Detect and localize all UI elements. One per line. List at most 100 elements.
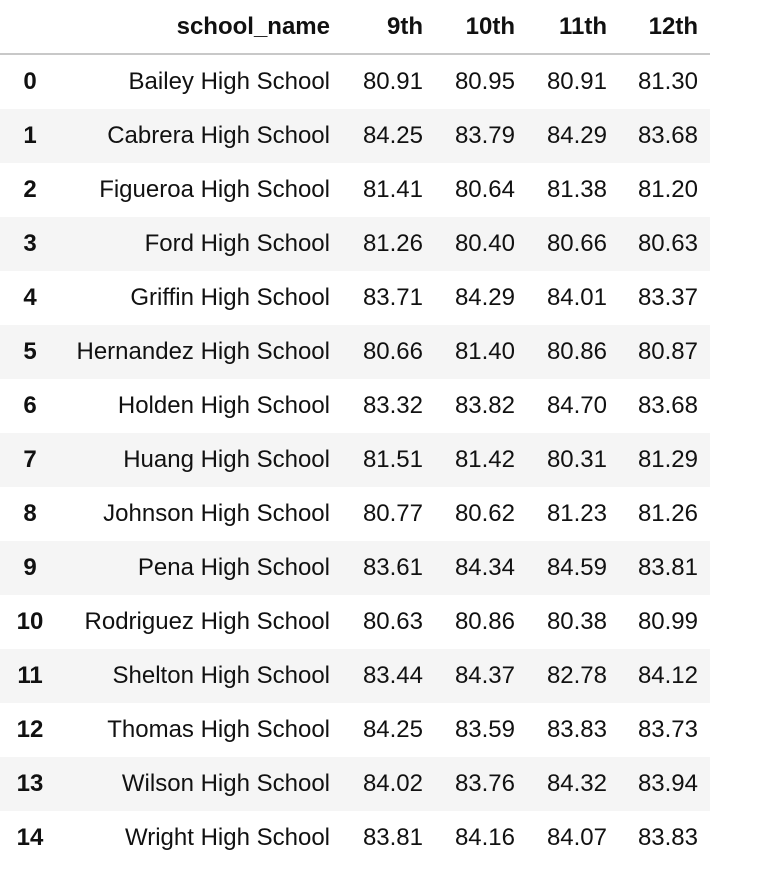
cell-9th: 83.71 (362, 284, 423, 311)
row-index: 2 (23, 176, 37, 203)
cell-11th: 81.23 (546, 500, 607, 527)
cell-11th: 80.91 (546, 68, 607, 95)
table-row: 4 Griffin High School 83.71 84.29 84.01 83.37 (0, 271, 710, 325)
table-row: 13 Wilson High School 84.02 83.76 84.32 83.94 (0, 757, 710, 811)
row-index: 9 (23, 554, 37, 581)
cell-11th: 84.07 (546, 824, 607, 851)
cell-10th: 80.40 (454, 230, 515, 257)
cell-10th: 83.59 (454, 716, 515, 743)
table-row: 10 Rodriguez High School 80.63 80.86 80.38 80… (0, 595, 710, 649)
row-index: 0 (23, 68, 37, 95)
header-index (0, 0, 60, 55)
cell-11th: 80.38 (546, 608, 607, 635)
cell-10th: 84.37 (454, 662, 515, 689)
cell-9th: 83.81 (362, 824, 423, 851)
cell-9th: 80.66 (362, 338, 423, 365)
cell-10th: 84.16 (454, 824, 515, 851)
cell-12th: 83.68 (637, 122, 698, 149)
cell-12th: 80.87 (637, 338, 698, 365)
row-index: 13 (16, 770, 44, 797)
cell-12th: 81.26 (637, 500, 698, 527)
table-row: 2 Figueroa High School 81.41 80.64 81.38 81.2… (0, 163, 710, 217)
cell-12th: 83.94 (637, 770, 698, 797)
cell-11th: 82.78 (546, 662, 607, 689)
table-row: 6 Holden High School 83.32 83.82 84.70 83.68 (0, 379, 710, 433)
row-index: 1 (23, 122, 37, 149)
cell-12th: 83.37 (637, 284, 698, 311)
table-row: 11 Shelton High School 83.44 84.37 82.78 84.1… (0, 649, 710, 703)
cell-9th: 83.44 (362, 662, 423, 689)
cell-school-name: Thomas High School (107, 716, 330, 743)
cell-12th: 80.63 (637, 230, 698, 257)
cell-school-name: Bailey High School (128, 68, 330, 95)
cell-10th: 80.86 (454, 608, 515, 635)
table-row: 7 Huang High School 81.51 81.42 80.31 81.29 (0, 433, 710, 487)
cell-11th: 80.66 (546, 230, 607, 257)
table-row: 8 Johnson High School 80.77 80.62 81.23 81.26 (0, 487, 710, 541)
cell-10th: 84.34 (454, 554, 515, 581)
cell-12th: 81.30 (637, 68, 698, 95)
header-10th: 10th (435, 0, 527, 55)
row-index: 6 (23, 392, 37, 419)
row-index: 7 (23, 446, 37, 473)
cell-9th: 81.26 (362, 230, 423, 257)
cell-11th: 84.29 (546, 122, 607, 149)
row-index: 5 (23, 338, 37, 365)
row-index: 11 (17, 662, 43, 689)
cell-school-name: Griffin High School (130, 284, 330, 311)
header-school-name: school_name (60, 0, 342, 55)
cell-12th: 83.68 (637, 392, 698, 419)
cell-12th: 84.12 (637, 662, 698, 689)
row-index: 3 (23, 230, 37, 257)
header-9th: 9th (342, 0, 435, 55)
table-row: 3 Ford High School 81.26 80.40 80.66 80.63 (0, 217, 710, 271)
cell-10th: 81.42 (454, 446, 515, 473)
table-row: 12 Thomas High School 84.25 83.59 83.83 83.73 (0, 703, 710, 757)
cell-school-name: Wright High School (125, 824, 330, 851)
cell-11th: 84.70 (546, 392, 607, 419)
table-header: school_name 9th 10th 11th 12th (0, 0, 710, 55)
row-index: 10 (16, 608, 44, 635)
cell-9th: 80.77 (362, 500, 423, 527)
row-index: 4 (23, 284, 37, 311)
cell-10th: 83.76 (454, 770, 515, 797)
header-12th: 12th (619, 0, 710, 55)
cell-school-name: Wilson High School (121, 770, 330, 797)
cell-9th: 84.02 (362, 770, 423, 797)
cell-school-name: Ford High School (144, 230, 330, 257)
cell-school-name: Rodriguez High School (84, 608, 330, 635)
cell-9th: 80.91 (362, 68, 423, 95)
table-body: 0 Bailey High School 80.91 80.95 80.91 81.30 1… (0, 54, 710, 865)
cell-10th: 80.95 (454, 68, 515, 95)
table-row: 5 Hernandez High School 80.66 81.40 80.86 80.… (0, 325, 710, 379)
cell-12th: 83.81 (637, 554, 698, 581)
cell-11th: 80.86 (546, 338, 607, 365)
cell-10th: 84.29 (454, 284, 515, 311)
cell-12th: 81.29 (637, 446, 698, 473)
cell-school-name: Hernandez High School (76, 338, 331, 365)
cell-11th: 80.31 (546, 446, 607, 473)
cell-10th: 80.62 (454, 500, 515, 527)
dataframe-table: school_name 9th 10th 11th 12th 0 Bailey H… (0, 0, 710, 865)
cell-school-name: Huang High School (123, 446, 330, 473)
header-11th: 11th (527, 0, 619, 55)
cell-school-name: Holden High School (117, 392, 330, 419)
row-index: 14 (16, 824, 44, 851)
cell-12th: 83.73 (637, 716, 698, 743)
cell-10th: 83.79 (454, 122, 515, 149)
cell-9th: 81.51 (362, 446, 423, 473)
row-index: 8 (23, 500, 37, 527)
cell-9th: 83.61 (362, 554, 423, 581)
cell-11th: 84.32 (546, 770, 607, 797)
cell-9th: 80.63 (362, 608, 423, 635)
cell-school-name: Pena High School (137, 554, 330, 581)
table-row: 1 Cabrera High School 84.25 83.79 84.29 83.68 (0, 109, 710, 163)
cell-10th: 80.64 (454, 176, 515, 203)
cell-school-name: Shelton High School (112, 662, 330, 689)
cell-11th: 84.01 (546, 284, 607, 311)
cell-9th: 84.25 (362, 716, 423, 743)
cell-9th: 84.25 (362, 122, 423, 149)
row-index: 12 (16, 716, 44, 743)
cell-11th: 81.38 (546, 176, 607, 203)
cell-9th: 81.41 (362, 176, 423, 203)
